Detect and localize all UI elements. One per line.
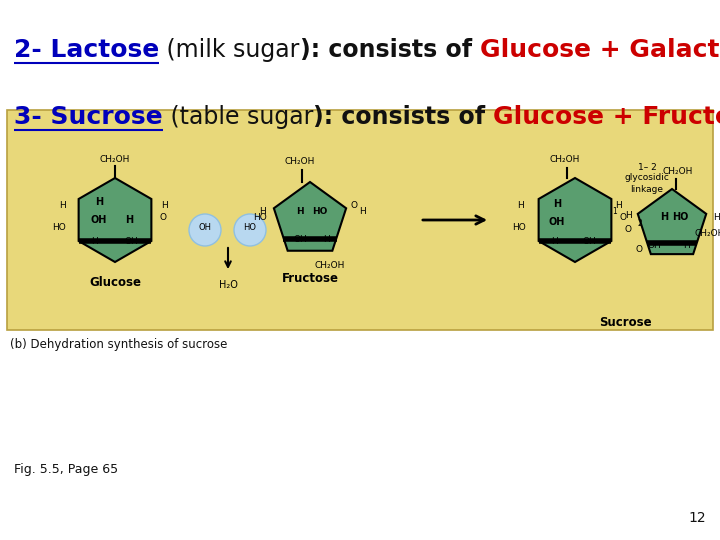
Circle shape (189, 214, 221, 246)
Text: HO: HO (52, 224, 66, 233)
Text: HO: HO (243, 222, 256, 232)
Polygon shape (78, 178, 151, 262)
Text: 2- Lactose: 2- Lactose (14, 38, 159, 62)
Text: Glucose + Fructose: Glucose + Fructose (493, 105, 720, 129)
Text: O: O (160, 213, 166, 222)
Text: OH: OH (199, 222, 212, 232)
Text: HO: HO (253, 213, 267, 222)
Text: HO: HO (672, 212, 688, 222)
Text: H: H (616, 201, 622, 211)
Polygon shape (638, 189, 706, 254)
Text: CH₂OH: CH₂OH (315, 261, 345, 271)
Text: ): consists of: ): consists of (300, 38, 480, 62)
Text: H: H (552, 238, 559, 246)
Text: OH: OH (293, 235, 307, 245)
Text: H: H (683, 240, 689, 249)
Text: H₂O: H₂O (219, 280, 238, 290)
Text: H: H (553, 199, 561, 209)
Text: 3- Sucrose: 3- Sucrose (14, 105, 163, 129)
Text: H: H (323, 235, 329, 245)
Text: OH: OH (549, 217, 565, 227)
Text: O: O (624, 225, 631, 233)
Text: H: H (625, 211, 631, 219)
Text: H: H (125, 215, 133, 225)
Text: H: H (296, 207, 304, 217)
Text: H: H (95, 197, 103, 207)
Text: O: O (351, 201, 358, 211)
Text: OH: OH (124, 238, 138, 246)
Text: H: H (91, 238, 99, 246)
Text: H: H (660, 212, 668, 222)
Text: OH: OH (647, 240, 661, 249)
Polygon shape (539, 178, 611, 262)
Text: Sucrose: Sucrose (599, 315, 652, 328)
Text: H: H (60, 201, 66, 211)
Text: HO: HO (512, 224, 526, 233)
Text: OH: OH (582, 238, 596, 246)
Text: O: O (619, 213, 626, 222)
Text: 2: 2 (638, 219, 642, 227)
Text: (milk sugar: (milk sugar (159, 38, 300, 62)
Text: CH₂OH: CH₂OH (100, 156, 130, 165)
Text: 12: 12 (688, 511, 706, 525)
Text: H: H (161, 201, 168, 211)
Text: H: H (518, 201, 524, 211)
Circle shape (234, 214, 266, 246)
Text: H: H (713, 213, 719, 221)
Text: (b) Dehydration synthesis of sucrose: (b) Dehydration synthesis of sucrose (10, 338, 228, 351)
Text: Fig. 5.5, Page 65: Fig. 5.5, Page 65 (14, 463, 118, 476)
Text: ): consists of: ): consists of (313, 105, 493, 129)
Text: CH₂OH: CH₂OH (285, 158, 315, 166)
Text: OH: OH (91, 215, 107, 225)
Text: glycosidic: glycosidic (624, 173, 670, 183)
Text: (table sugar: (table sugar (163, 105, 313, 129)
Text: CH₂OH: CH₂OH (695, 228, 720, 238)
Text: linkage: linkage (631, 185, 664, 193)
Text: H: H (258, 207, 266, 217)
Text: Fructose: Fructose (282, 272, 338, 285)
Polygon shape (274, 182, 346, 251)
Bar (7, 110, 713, 330)
Text: Glucose + Galactose: Glucose + Galactose (480, 38, 720, 62)
Text: CH₂OH: CH₂OH (550, 156, 580, 165)
Text: H: H (359, 207, 365, 217)
Text: O: O (636, 246, 642, 254)
Text: CH₂OH: CH₂OH (663, 166, 693, 176)
Text: 1– 2: 1– 2 (638, 163, 657, 172)
Text: 1: 1 (613, 207, 617, 217)
Text: Glucose: Glucose (89, 275, 141, 288)
Text: HO: HO (312, 207, 328, 217)
